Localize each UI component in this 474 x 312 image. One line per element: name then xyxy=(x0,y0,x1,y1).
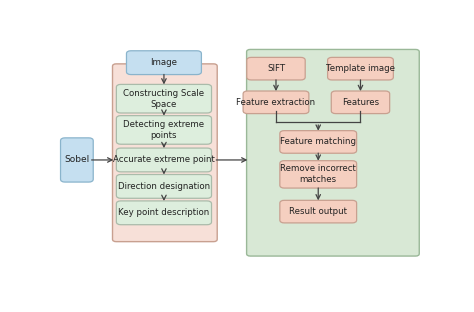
FancyBboxPatch shape xyxy=(117,201,211,225)
FancyBboxPatch shape xyxy=(117,85,211,113)
Text: Constructing Scale
Space: Constructing Scale Space xyxy=(123,89,204,109)
Text: Remove incorrect
matches: Remove incorrect matches xyxy=(280,164,356,184)
Text: Accurate extreme point: Accurate extreme point xyxy=(113,155,215,164)
Text: Image: Image xyxy=(150,58,177,67)
Text: Direction designation: Direction designation xyxy=(118,182,210,191)
FancyBboxPatch shape xyxy=(328,57,393,80)
Text: Result output: Result output xyxy=(289,207,347,216)
FancyBboxPatch shape xyxy=(247,57,305,80)
Text: Template image: Template image xyxy=(326,64,395,73)
Text: SIFT: SIFT xyxy=(267,64,285,73)
Text: Key point description: Key point description xyxy=(118,208,210,217)
FancyBboxPatch shape xyxy=(127,51,201,75)
FancyBboxPatch shape xyxy=(117,116,211,144)
Text: Feature matching: Feature matching xyxy=(280,138,356,146)
FancyBboxPatch shape xyxy=(331,91,390,114)
FancyBboxPatch shape xyxy=(280,131,356,153)
Text: Detecting extreme
points: Detecting extreme points xyxy=(123,120,204,140)
FancyBboxPatch shape xyxy=(61,138,93,182)
FancyBboxPatch shape xyxy=(280,161,356,188)
FancyBboxPatch shape xyxy=(112,64,217,241)
FancyBboxPatch shape xyxy=(246,49,419,256)
Text: Sobel: Sobel xyxy=(64,155,90,164)
FancyBboxPatch shape xyxy=(243,91,309,114)
Text: Features: Features xyxy=(342,98,379,107)
FancyBboxPatch shape xyxy=(117,174,211,198)
FancyBboxPatch shape xyxy=(117,148,211,172)
FancyBboxPatch shape xyxy=(280,200,356,223)
Text: Feature extraction: Feature extraction xyxy=(237,98,316,107)
